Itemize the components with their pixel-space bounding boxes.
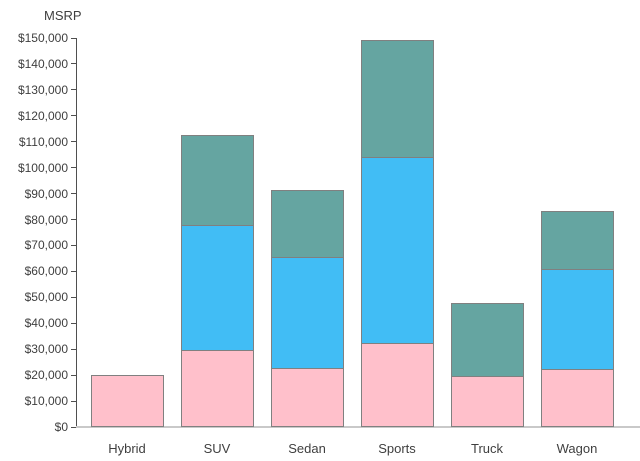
bar-truck (450, 303, 524, 427)
bottom-pink-segment (450, 376, 524, 427)
bottom-pink-segment (270, 368, 344, 427)
y-tick-label: $90,000 (24, 186, 68, 201)
x-category-label: Sports (378, 441, 416, 456)
y-tick-mark (71, 141, 76, 143)
bar-wagon (540, 211, 614, 427)
y-tick-label: $40,000 (24, 316, 68, 331)
top-teal-segment (360, 40, 434, 158)
y-tick-mark (71, 244, 76, 246)
x-category-label: Sedan (288, 441, 326, 456)
y-tick-label: $0 (54, 420, 68, 434)
middle-blue-segment (270, 257, 344, 369)
y-tick-mark (71, 426, 76, 428)
y-tick-mark (71, 219, 76, 221)
y-tick-mark (71, 296, 76, 298)
x-category-label: Truck (470, 441, 504, 456)
y-tick-label: $60,000 (24, 264, 68, 279)
bottom-pink-segment (180, 350, 254, 427)
bar-sports (360, 40, 434, 427)
y-tick-mark (71, 270, 76, 272)
x-category-label: Wagon (556, 441, 598, 456)
y-tick-label: $50,000 (24, 290, 68, 305)
y-tick-label: $30,000 (24, 342, 68, 357)
y-tick-label: $70,000 (24, 238, 68, 253)
bar-hybrid (90, 375, 164, 427)
y-tick-mark (71, 89, 76, 91)
bottom-pink-segment (360, 343, 434, 427)
y-tick-label: $100,000 (17, 160, 68, 175)
y-axis-line (76, 38, 77, 427)
x-category-label: SUV (203, 441, 231, 456)
y-tick-label: $110,000 (18, 134, 68, 149)
y-axis-title: MSRP (44, 8, 82, 23)
x-category-label: Hybrid (108, 441, 146, 456)
y-tick-label: $120,000 (17, 108, 68, 123)
y-tick-mark (71, 63, 76, 65)
bottom-pink-segment (540, 369, 614, 427)
y-tick-label: $10,000 (24, 394, 68, 409)
y-tick-mark (71, 374, 76, 376)
y-tick-label: $150,000 (17, 31, 68, 45)
y-tick-mark (71, 37, 76, 39)
y-tick-label: $80,000 (24, 212, 68, 227)
y-tick-label: $130,000 (17, 82, 68, 97)
y-tick-label: $20,000 (24, 368, 68, 383)
y-tick-mark (71, 167, 76, 169)
y-tick-mark (71, 193, 76, 195)
top-teal-segment (540, 211, 614, 270)
bar-sedan (270, 190, 344, 427)
y-tick-label: $140,000 (17, 56, 68, 71)
bottom-pink-segment (90, 375, 164, 427)
y-tick-mark (71, 400, 76, 402)
middle-blue-segment (360, 157, 434, 344)
middle-blue-segment (180, 225, 254, 351)
top-teal-segment (450, 303, 524, 377)
y-tick-mark (71, 348, 76, 350)
top-teal-segment (180, 135, 254, 226)
top-teal-segment (270, 190, 344, 258)
bar-suv (180, 135, 254, 427)
y-tick-mark (71, 322, 76, 324)
middle-blue-segment (540, 269, 614, 370)
x-axis-baseline (76, 426, 640, 428)
y-tick-mark (71, 115, 76, 117)
